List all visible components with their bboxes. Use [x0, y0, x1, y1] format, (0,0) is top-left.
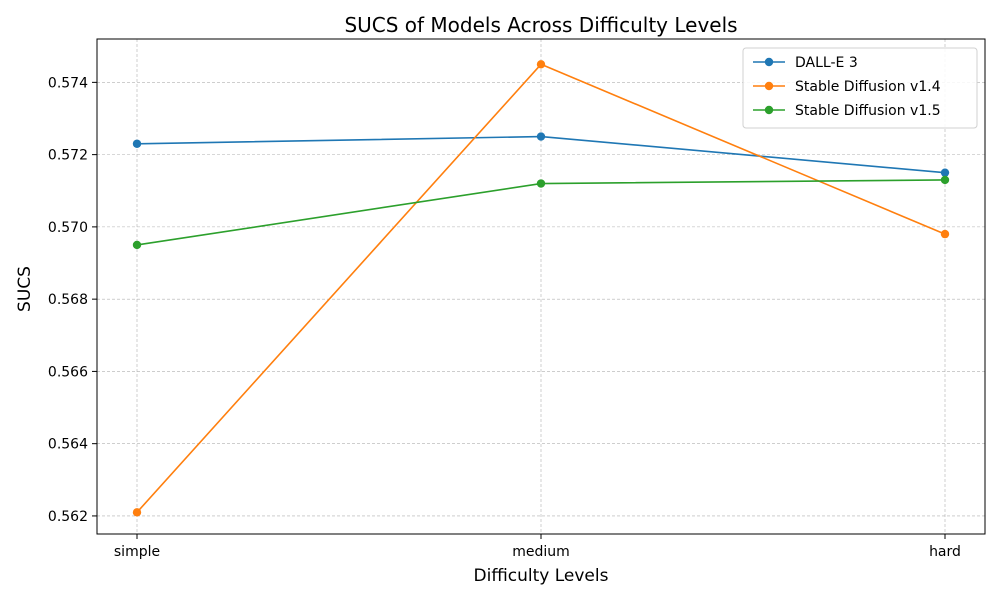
data-point — [940, 175, 950, 185]
data-point — [132, 240, 142, 250]
x-tick-label: simple — [114, 544, 160, 560]
data-point — [536, 132, 546, 141]
legend-item: DALL-E 3 — [753, 55, 858, 71]
data-point — [536, 179, 546, 188]
series-dall-e-3 — [132, 132, 950, 177]
data-point — [132, 508, 142, 517]
legend-label: Stable Diffusion v1.5 — [795, 103, 941, 119]
y-axis: 0.562 0.564 0.566 0.568 0.570 0.572 0.574 — [48, 75, 97, 525]
legend: DALL-E 3 Stable Diffusion v1.4 Stable Diff… — [742, 47, 978, 129]
y-tick-label: 0.566 — [48, 364, 88, 380]
series-stable-diffusion-v1-4 — [132, 60, 950, 517]
legend-item: Stable Diffusion v1.4 — [753, 79, 941, 95]
x-tick-label: hard — [929, 544, 961, 560]
data-point — [132, 139, 142, 148]
legend-marker — [764, 81, 774, 91]
x-axis-label: Difficulty Levels — [474, 566, 609, 586]
legend-box — [742, 47, 978, 129]
data-point — [940, 168, 950, 177]
y-tick-label: 0.564 — [48, 437, 88, 453]
data-point — [940, 229, 950, 239]
y-tick-label: 0.562 — [48, 509, 88, 525]
y-tick-label: 0.570 — [48, 220, 88, 236]
x-tick-label: medium — [512, 544, 570, 560]
series-stable-diffusion-v1-5 — [132, 175, 950, 250]
legend-item: Stable Diffusion v1.5 — [753, 103, 941, 119]
legend-marker — [764, 105, 774, 115]
legend-label: Stable Diffusion v1.4 — [795, 79, 941, 95]
x-axis: simple medium hard — [114, 534, 961, 560]
chart-title: SUCS of Models Across Difficulty Levels — [344, 13, 737, 37]
y-tick-label: 0.572 — [48, 148, 88, 164]
y-tick-label: 0.568 — [48, 292, 88, 308]
data-point — [536, 60, 546, 69]
legend-label: DALL-E 3 — [795, 55, 858, 71]
legend-marker — [764, 57, 774, 67]
series-layer — [132, 60, 950, 517]
y-tick-label: 0.574 — [48, 75, 88, 91]
y-axis-label: SUCS — [15, 266, 35, 312]
